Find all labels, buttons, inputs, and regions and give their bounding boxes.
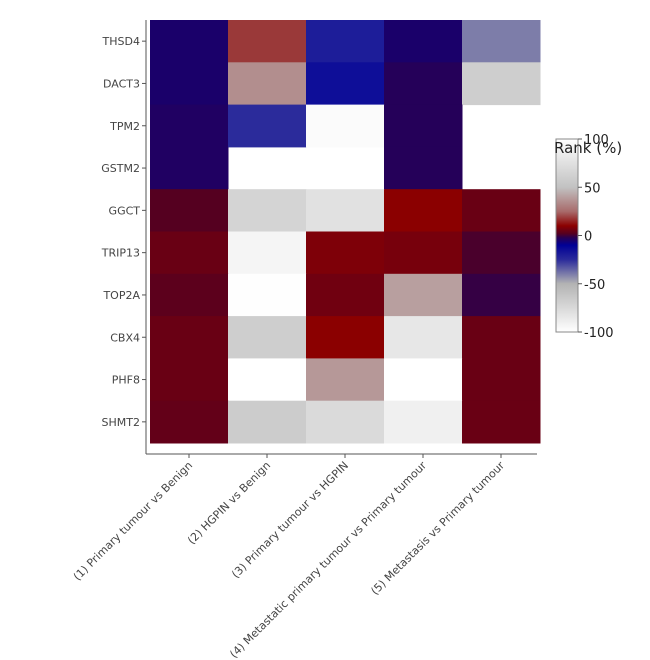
heatmap-cell — [384, 231, 463, 275]
heatmap-cell — [462, 400, 541, 444]
heatmap-cell — [228, 20, 307, 63]
heatmap-cell — [228, 358, 307, 402]
y-tick-label: DACT3 — [103, 77, 140, 90]
heatmap-cell — [150, 273, 229, 317]
heatmap-cell — [306, 231, 385, 275]
heatmap-cell — [384, 316, 463, 359]
heatmap-cell — [462, 316, 541, 359]
heatmap-cell — [384, 146, 463, 190]
heatmap-cell — [228, 273, 307, 317]
heatmap-cell — [306, 400, 385, 444]
heatmap-cell — [150, 231, 229, 275]
y-tick-label: THSD4 — [102, 35, 140, 48]
colorbar-tick-label: 100 — [584, 133, 609, 148]
heatmap-cell — [306, 273, 385, 317]
y-tick-label: SHMT2 — [102, 416, 140, 429]
heatmap-cell — [228, 189, 307, 232]
heatmap-cell — [150, 400, 229, 444]
heatmap-cell — [384, 104, 463, 148]
heatmap-cell — [150, 20, 229, 63]
x-tick-label: (5) Metastasis vs Primary tumour — [368, 459, 507, 598]
heatmap-cell — [462, 273, 541, 317]
heatmap-cell — [150, 146, 229, 190]
heatmap-cell — [150, 189, 229, 232]
colorbar: 100 50 0 -50 -100 Rank (%) — [554, 133, 622, 341]
heatmap-cell — [150, 358, 229, 402]
x-axis-labels: (1) Primary tumour vs Benign(2) HGPIN vs… — [71, 454, 507, 660]
heatmap-cell — [150, 62, 229, 106]
heatmap-cell — [228, 316, 307, 359]
colorbar-tick-label: -50 — [584, 278, 605, 293]
heatmap-cell — [462, 20, 541, 63]
heatmap-cell — [462, 231, 541, 275]
y-tick-label: GGCT — [109, 204, 141, 217]
heatmap-cell — [306, 316, 385, 359]
colorbar-tick-label: 50 — [584, 181, 601, 196]
y-tick-label: CBX4 — [110, 331, 140, 344]
heatmap-cell — [462, 189, 541, 232]
heatmap-cells — [150, 20, 541, 444]
heatmap-cell — [384, 358, 463, 402]
heatmap-cell — [150, 104, 229, 148]
heatmap-cell — [306, 104, 385, 148]
y-tick-label: TOP2A — [102, 289, 140, 302]
heatmap-cell — [384, 20, 463, 63]
heatmap-cell — [228, 400, 307, 444]
heatmap-cell — [228, 62, 307, 106]
heatmap-cell — [306, 358, 385, 402]
heatmap-cell — [462, 62, 541, 106]
colorbar-title: Rank (%) — [554, 139, 622, 157]
heatmap-cell — [306, 189, 385, 232]
x-tick-label: (1) Primary tumour vs Benign — [71, 459, 195, 583]
y-tick-label: PHF8 — [112, 374, 140, 387]
heatmap-cell — [384, 273, 463, 317]
y-tick-label: TPM2 — [109, 120, 140, 133]
heatmap-cell — [384, 62, 463, 106]
heatmap-cell — [150, 316, 229, 359]
heatmap-cell — [228, 104, 307, 148]
y-tick-label: GSTM2 — [101, 162, 140, 175]
colorbar-tick-label: 0 — [584, 230, 592, 245]
colorbar-gradient — [555, 138, 579, 333]
y-tick-label: TRIP13 — [101, 247, 140, 260]
colorbar-tick-label: -100 — [584, 326, 614, 341]
axes — [145, 20, 537, 455]
heatmap-cell — [228, 231, 307, 275]
x-tick-label: (2) HGPIN vs Benign — [185, 459, 273, 547]
heatmap-cell — [384, 189, 463, 232]
heatmap-cell — [462, 358, 541, 402]
heatmap-cell — [306, 62, 385, 106]
heatmap-cell — [384, 400, 463, 444]
y-axis-labels: THSD4 DACT3 TPM2 GSTM2 GGCT TRIP13 TOP2A CBX4 PH… — [101, 35, 146, 429]
heatmap-cell — [306, 20, 385, 63]
